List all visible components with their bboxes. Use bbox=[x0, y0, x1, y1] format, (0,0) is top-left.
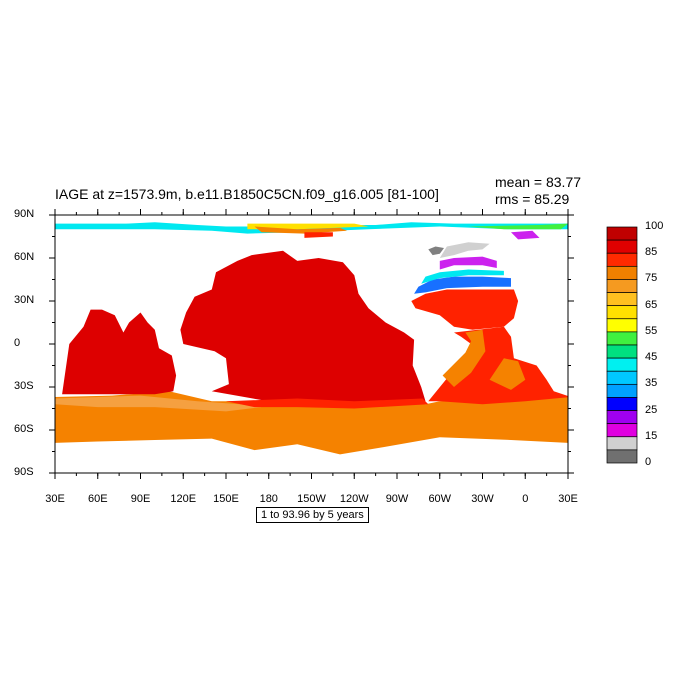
latitude-label: 60S bbox=[14, 423, 34, 435]
colorbar-swatch bbox=[606, 226, 638, 241]
southern-ocean-light-band bbox=[55, 395, 262, 412]
nordic-seas-light-gray bbox=[439, 242, 490, 258]
longitude-label: 120E bbox=[170, 493, 197, 505]
longitude-label: 120W bbox=[339, 493, 369, 505]
colorbar-label: 35 bbox=[645, 377, 658, 390]
colorbar-swatch bbox=[606, 318, 638, 333]
latitude-label: 30S bbox=[14, 380, 34, 392]
arctic-red-patch bbox=[304, 232, 333, 238]
colorbar-swatch bbox=[606, 239, 638, 254]
greenland-sea-magenta bbox=[511, 230, 540, 240]
colorbar-label: 15 bbox=[645, 429, 658, 442]
longitude-label: 30E bbox=[45, 493, 65, 505]
longitude-label: 90W bbox=[385, 493, 409, 505]
colorbar-swatch bbox=[606, 423, 638, 438]
colorbar-swatch bbox=[606, 383, 638, 398]
longitude-label: 180 bbox=[259, 493, 278, 505]
rms-stat: rms = 85.29 bbox=[495, 191, 570, 207]
labrador-sea-region bbox=[439, 256, 497, 270]
plot-title: IAGE at z=1573.9m, b.e11.B1850C5CN.f09_g… bbox=[55, 186, 439, 202]
colorbar-swatch bbox=[606, 370, 638, 385]
longitude-label: 30W bbox=[471, 493, 494, 505]
colorbar-swatch bbox=[606, 292, 638, 307]
arctic-yellow-band bbox=[247, 223, 369, 230]
pacific-ocean-region bbox=[180, 250, 426, 405]
arctic-orange-band bbox=[254, 226, 348, 234]
colorbar-swatch bbox=[606, 449, 638, 464]
colorbar-label: 75 bbox=[645, 272, 658, 285]
contour-interval-label: 1 to 93.96 by 5 years bbox=[256, 507, 369, 523]
colorbar-swatch bbox=[606, 410, 638, 425]
colorbar bbox=[606, 226, 638, 464]
colorbar-swatch bbox=[606, 265, 638, 280]
north-atlantic-region bbox=[411, 289, 519, 330]
latitude-label: 90N bbox=[14, 208, 35, 220]
longitude-label: 60W bbox=[428, 493, 452, 505]
north-atlantic-cyan-band bbox=[421, 269, 504, 284]
longitude-label: 150W bbox=[297, 493, 326, 505]
colorbar-swatch bbox=[606, 344, 638, 359]
colorbar-swatch bbox=[606, 279, 638, 293]
colorbar-swatch bbox=[606, 436, 638, 451]
longitude-label: 150E bbox=[213, 493, 239, 505]
south-atlantic-orange-patch bbox=[489, 358, 526, 390]
colorbar-swatch bbox=[606, 331, 638, 346]
colorbar-swatch bbox=[606, 252, 638, 267]
colorbar-label: 65 bbox=[645, 298, 658, 311]
colorbar-swatch bbox=[606, 397, 638, 411]
latitude-label: 60N bbox=[14, 251, 35, 263]
longitude-label: 90E bbox=[130, 493, 151, 505]
south-atlantic-region bbox=[428, 326, 568, 405]
colorbar-swatch bbox=[606, 305, 638, 320]
mean-stat: mean = 83.77 bbox=[495, 174, 582, 190]
longitude-label: 30E bbox=[558, 493, 578, 505]
nordic-seas-gray bbox=[428, 246, 444, 256]
colorbar-label: 45 bbox=[645, 351, 658, 364]
longitude-label: 0 bbox=[522, 493, 529, 505]
colorbar-swatch bbox=[606, 357, 638, 372]
north-atlantic-blue-band bbox=[414, 276, 511, 294]
colorbar-label: 25 bbox=[645, 403, 658, 416]
arctic-green-band bbox=[468, 223, 568, 230]
atlantic-boundary-orange bbox=[442, 329, 486, 387]
south-pacific-red-band bbox=[226, 398, 429, 409]
colorbar-label: 85 bbox=[645, 246, 658, 259]
latitude-label: 90S bbox=[14, 466, 34, 478]
colorbar-label: 100 bbox=[645, 220, 664, 232]
indian-ocean-region bbox=[62, 309, 177, 395]
latitude-label: 30N bbox=[14, 294, 35, 306]
colorbar-label: 55 bbox=[645, 324, 658, 337]
latitude-label: 0 bbox=[14, 337, 21, 349]
longitude-label: 60E bbox=[87, 493, 108, 505]
colorbar-label: 0 bbox=[645, 456, 652, 468]
